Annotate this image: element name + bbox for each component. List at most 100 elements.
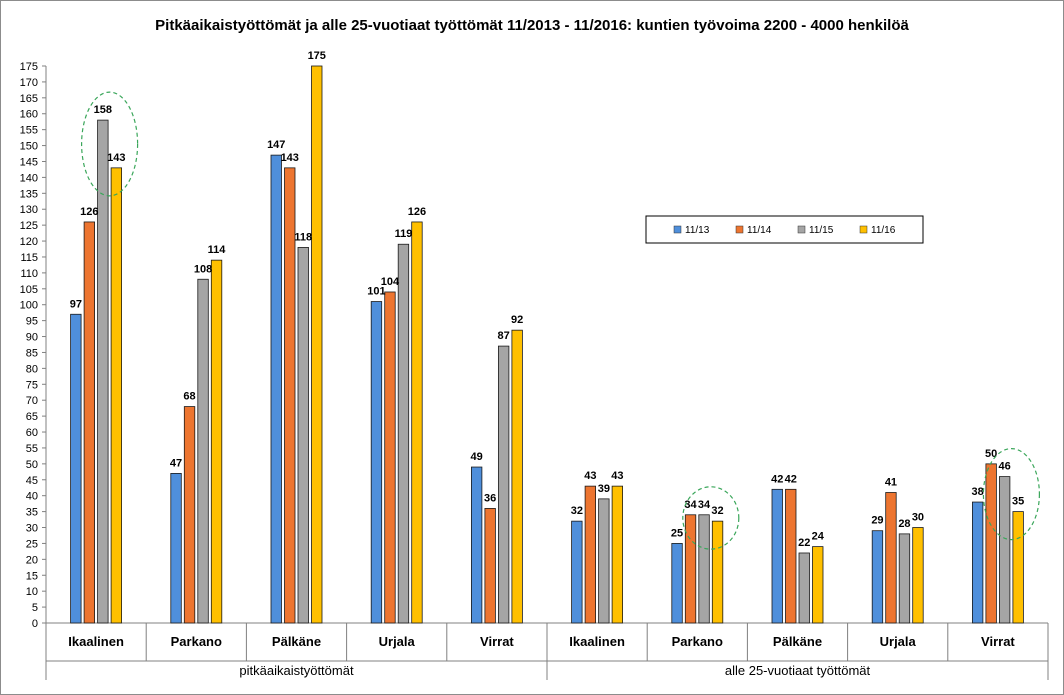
y-tick-label: 110	[20, 268, 38, 280]
highlight-oval	[682, 486, 740, 550]
bar	[210, 259, 223, 624]
x-tick-label: Pälkäne	[773, 634, 822, 649]
y-tick-label: 140	[20, 172, 38, 184]
data-label: 118	[294, 231, 312, 243]
y-tick-label: 125	[20, 220, 38, 232]
legend-swatch	[859, 225, 868, 234]
data-label: 158	[94, 104, 112, 116]
y-tick-label: 15	[26, 570, 38, 582]
bar	[497, 345, 510, 624]
bar	[985, 463, 997, 624]
bar	[1012, 511, 1024, 624]
x-tick-label: Urjala	[379, 634, 416, 649]
data-label: 28	[898, 518, 910, 530]
data-label: 32	[571, 505, 583, 517]
data-label: 50	[985, 448, 997, 460]
bar	[284, 167, 296, 624]
x-tick-label: Parkano	[672, 634, 723, 649]
y-tick-label: 55	[26, 443, 38, 455]
bar	[999, 476, 1011, 624]
data-label: 143	[281, 152, 299, 164]
bar	[671, 543, 683, 624]
data-label: 114	[208, 244, 227, 256]
bar	[698, 514, 710, 624]
data-label: 104	[381, 276, 400, 288]
bar	[812, 546, 824, 624]
y-tick-label: 175	[20, 61, 38, 73]
legend: 11/13 11/14 11/15 11/16	[645, 215, 924, 244]
data-label: 108	[194, 263, 212, 275]
y-tick-label: 90	[26, 332, 38, 344]
data-label: 34	[698, 499, 711, 511]
bar	[511, 329, 523, 624]
x-tick-label: Virrat	[480, 634, 514, 649]
bar	[684, 514, 697, 624]
highlight-oval	[80, 91, 139, 197]
y-tick-label: 50	[26, 459, 38, 471]
bar	[110, 167, 122, 624]
bar	[798, 552, 810, 624]
data-label: 36	[484, 492, 496, 504]
data-label: 32	[711, 505, 723, 517]
bar	[771, 488, 783, 624]
bar	[571, 520, 583, 624]
data-label: 35	[1012, 496, 1024, 508]
bar	[484, 508, 496, 624]
data-label: 43	[584, 470, 596, 482]
bar	[912, 527, 924, 624]
data-label: 143	[107, 152, 125, 164]
data-label: 126	[80, 206, 98, 218]
legend-entry: 11/13	[685, 225, 710, 236]
bar	[411, 221, 423, 624]
bar	[97, 119, 109, 624]
legend-swatch	[797, 225, 806, 234]
x-tick-label: Urjala	[880, 634, 917, 649]
data-label: 46	[999, 461, 1011, 473]
y-tick-label: 160	[20, 109, 38, 121]
y-tick-label: 100	[20, 300, 38, 312]
data-labels-layer: 97 47 147 101 49 32 25 42 29 38 126 68 143 104 36 43 34 4…	[70, 50, 1025, 549]
data-label: 42	[785, 473, 797, 485]
legend-entry: 11/15	[809, 225, 834, 236]
bar	[584, 485, 596, 624]
data-label: 97	[70, 298, 82, 310]
legend-swatch	[673, 225, 682, 234]
y-tick-label: 30	[26, 523, 38, 535]
legend-entry: 11/14	[747, 225, 772, 236]
y-tick-label: 130	[20, 204, 38, 216]
data-label: 92	[511, 314, 523, 326]
x-tick-label: Ikaalinen	[569, 634, 625, 649]
data-label: 101	[367, 286, 385, 298]
data-label: 34	[684, 499, 697, 511]
data-label: 175	[308, 50, 326, 62]
bar	[470, 466, 483, 624]
bar	[384, 291, 396, 624]
legend-entry: 11/16	[871, 225, 896, 236]
bar	[297, 247, 309, 624]
data-label: 30	[912, 512, 924, 524]
y-tick-label: 40	[26, 491, 38, 503]
bar	[170, 473, 182, 624]
x-tick-label: Ikaalinen	[68, 634, 124, 649]
data-label: 22	[798, 537, 810, 549]
data-label: 38	[972, 486, 984, 498]
bar	[711, 520, 724, 624]
bar	[898, 533, 911, 624]
bar	[785, 488, 797, 624]
bar	[397, 243, 410, 624]
highlight-ovals-layer	[80, 91, 1041, 550]
x-tick-label: Parkano	[171, 634, 222, 649]
bar	[183, 406, 196, 624]
data-label: 29	[871, 515, 883, 527]
y-tick-label: 20	[26, 554, 38, 566]
chart-title: Pitkäaikaistyöttömät ja alle 25-vuotiaat…	[155, 17, 909, 34]
bar	[197, 278, 209, 624]
data-label: 24	[812, 531, 825, 543]
x-tick-label: Virrat	[981, 634, 1015, 649]
bar	[370, 301, 383, 624]
y-tick-label: 75	[26, 379, 38, 391]
data-label: 43	[611, 470, 623, 482]
y-tick-label: 95	[26, 316, 38, 328]
y-tick-label: 70	[26, 395, 38, 407]
